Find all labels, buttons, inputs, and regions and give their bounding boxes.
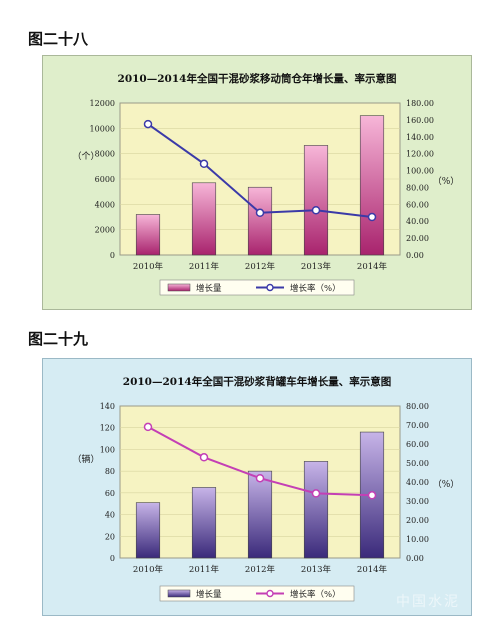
left-tick-label: 2000 [95, 226, 115, 235]
rate-point-2011年 [199, 159, 209, 169]
rate-point-2014年 [367, 212, 377, 222]
right-axis-label: （%） [433, 176, 460, 187]
bar-2010年 [135, 214, 161, 256]
bar-2013年 [303, 461, 329, 559]
x-tick-label: 2010年 [133, 564, 164, 575]
right-tick-label: 120.00 [406, 150, 434, 159]
chart-panel-tanker: 2010—2014年全国干混砂浆背罐车年增长量、率示意图 0 20 40 60 80 100… [42, 358, 472, 616]
rate-point-2010年 [143, 119, 153, 129]
legend-bar-swatch [167, 283, 191, 292]
left-tick-label: 10000 [90, 124, 115, 133]
left-tick-label: 6000 [95, 175, 115, 184]
chart-panel-silo: 2010—2014年全国干混砂浆移动筒仓年增长量、率示意图 0 2000 4000 60… [42, 55, 472, 310]
legend-line-marker [266, 283, 274, 292]
rate-point-2014年 [367, 491, 377, 500]
bar-2013年 [303, 145, 329, 256]
right-tick-label: 20.00 [406, 516, 429, 525]
right-tick-label: 80.00 [406, 402, 429, 411]
left-tick-label: 4000 [95, 200, 115, 209]
rate-point-2011年 [199, 453, 209, 462]
figure-28-label: 图二十八 [28, 30, 89, 48]
legend-bar-label: 增长量 [196, 283, 222, 294]
x-tick-label: 2011年 [189, 564, 220, 575]
legend-bar-swatch [167, 589, 191, 598]
rate-point-2012年 [255, 473, 265, 483]
legend-line-label: 增长率（%） [290, 589, 341, 600]
right-tick-label: 100.00 [406, 167, 434, 176]
right-tick-label: 180.00 [406, 99, 434, 108]
right-axis-label: （%） [433, 479, 460, 490]
right-tick-label: 140.00 [406, 133, 434, 142]
left-tick-label: 60 [105, 489, 115, 498]
right-tick-label: 40.00 [406, 478, 429, 487]
legend-line-label: 增长率（%） [290, 283, 341, 294]
bar-2011年 [191, 182, 217, 256]
right-tick-label: 160.00 [406, 116, 434, 125]
legend-line-marker [266, 589, 274, 598]
left-tick-label: 120 [100, 424, 115, 433]
legend-bar-label: 增长量 [196, 589, 222, 600]
right-tick-label: 30.00 [406, 497, 429, 506]
bar-2014年 [359, 115, 385, 256]
right-tick-label: 60.00 [406, 200, 429, 209]
right-tick-label: 0.00 [406, 554, 424, 563]
left-tick-label: 8000 [95, 150, 115, 159]
right-tick-label: 80.00 [406, 183, 429, 192]
bar-2010年 [135, 502, 161, 559]
rate-point-2012年 [255, 208, 265, 218]
x-tick-label: 2014年 [357, 261, 388, 272]
left-tick-label: 0 [110, 554, 115, 563]
x-tick-label: 2012年 [245, 261, 276, 272]
bar-2012年 [247, 470, 273, 559]
silo-growth-chart: 2010—2014年全国干混砂浆移动筒仓年增长量、率示意图 0 2000 4000 60… [42, 55, 472, 310]
chart-title: 2010—2014年全国干混砂浆移动筒仓年增长量、率示意图 [118, 72, 397, 85]
left-axis-label: （辆） [72, 453, 99, 465]
right-tick-label: 60.00 [406, 440, 429, 449]
right-tick-label: 0.00 [406, 251, 424, 260]
right-tick-label: 50.00 [406, 459, 429, 468]
x-tick-label: 2013年 [301, 564, 332, 575]
rate-point-2013年 [311, 489, 321, 498]
figure-29-label: 图二十九 [28, 330, 89, 348]
bar-2012年 [247, 186, 273, 256]
left-tick-label: 12000 [90, 99, 115, 108]
x-tick-label: 2014年 [357, 564, 388, 575]
left-tick-label: 80 [105, 467, 115, 476]
right-tick-label: 70.00 [406, 421, 429, 430]
rate-point-2013年 [311, 205, 321, 215]
watermark: 中国水泥 [396, 594, 460, 610]
right-tick-label: 40.00 [406, 217, 429, 226]
left-tick-label: 0 [110, 251, 115, 260]
rate-point-2010年 [143, 422, 153, 432]
left-tick-label: 140 [100, 402, 115, 411]
chart-title: 2010—2014年全国干混砂浆背罐车年增长量、率示意图 [123, 375, 391, 388]
tanker-growth-chart: 2010—2014年全国干混砂浆背罐车年增长量、率示意图 0 20 40 60 80 100… [42, 358, 472, 616]
bar-2011年 [191, 487, 217, 559]
left-tick-label: 20 [105, 532, 115, 541]
x-tick-label: 2011年 [189, 261, 220, 272]
right-tick-label: 20.00 [406, 234, 429, 243]
left-tick-label: 40 [105, 511, 115, 520]
x-tick-label: 2013年 [301, 261, 332, 272]
left-axis-label: （个） [72, 151, 99, 162]
x-tick-label: 2012年 [245, 564, 276, 575]
left-tick-label: 100 [100, 445, 115, 454]
x-tick-label: 2010年 [133, 261, 164, 272]
right-tick-label: 10.00 [406, 535, 429, 544]
